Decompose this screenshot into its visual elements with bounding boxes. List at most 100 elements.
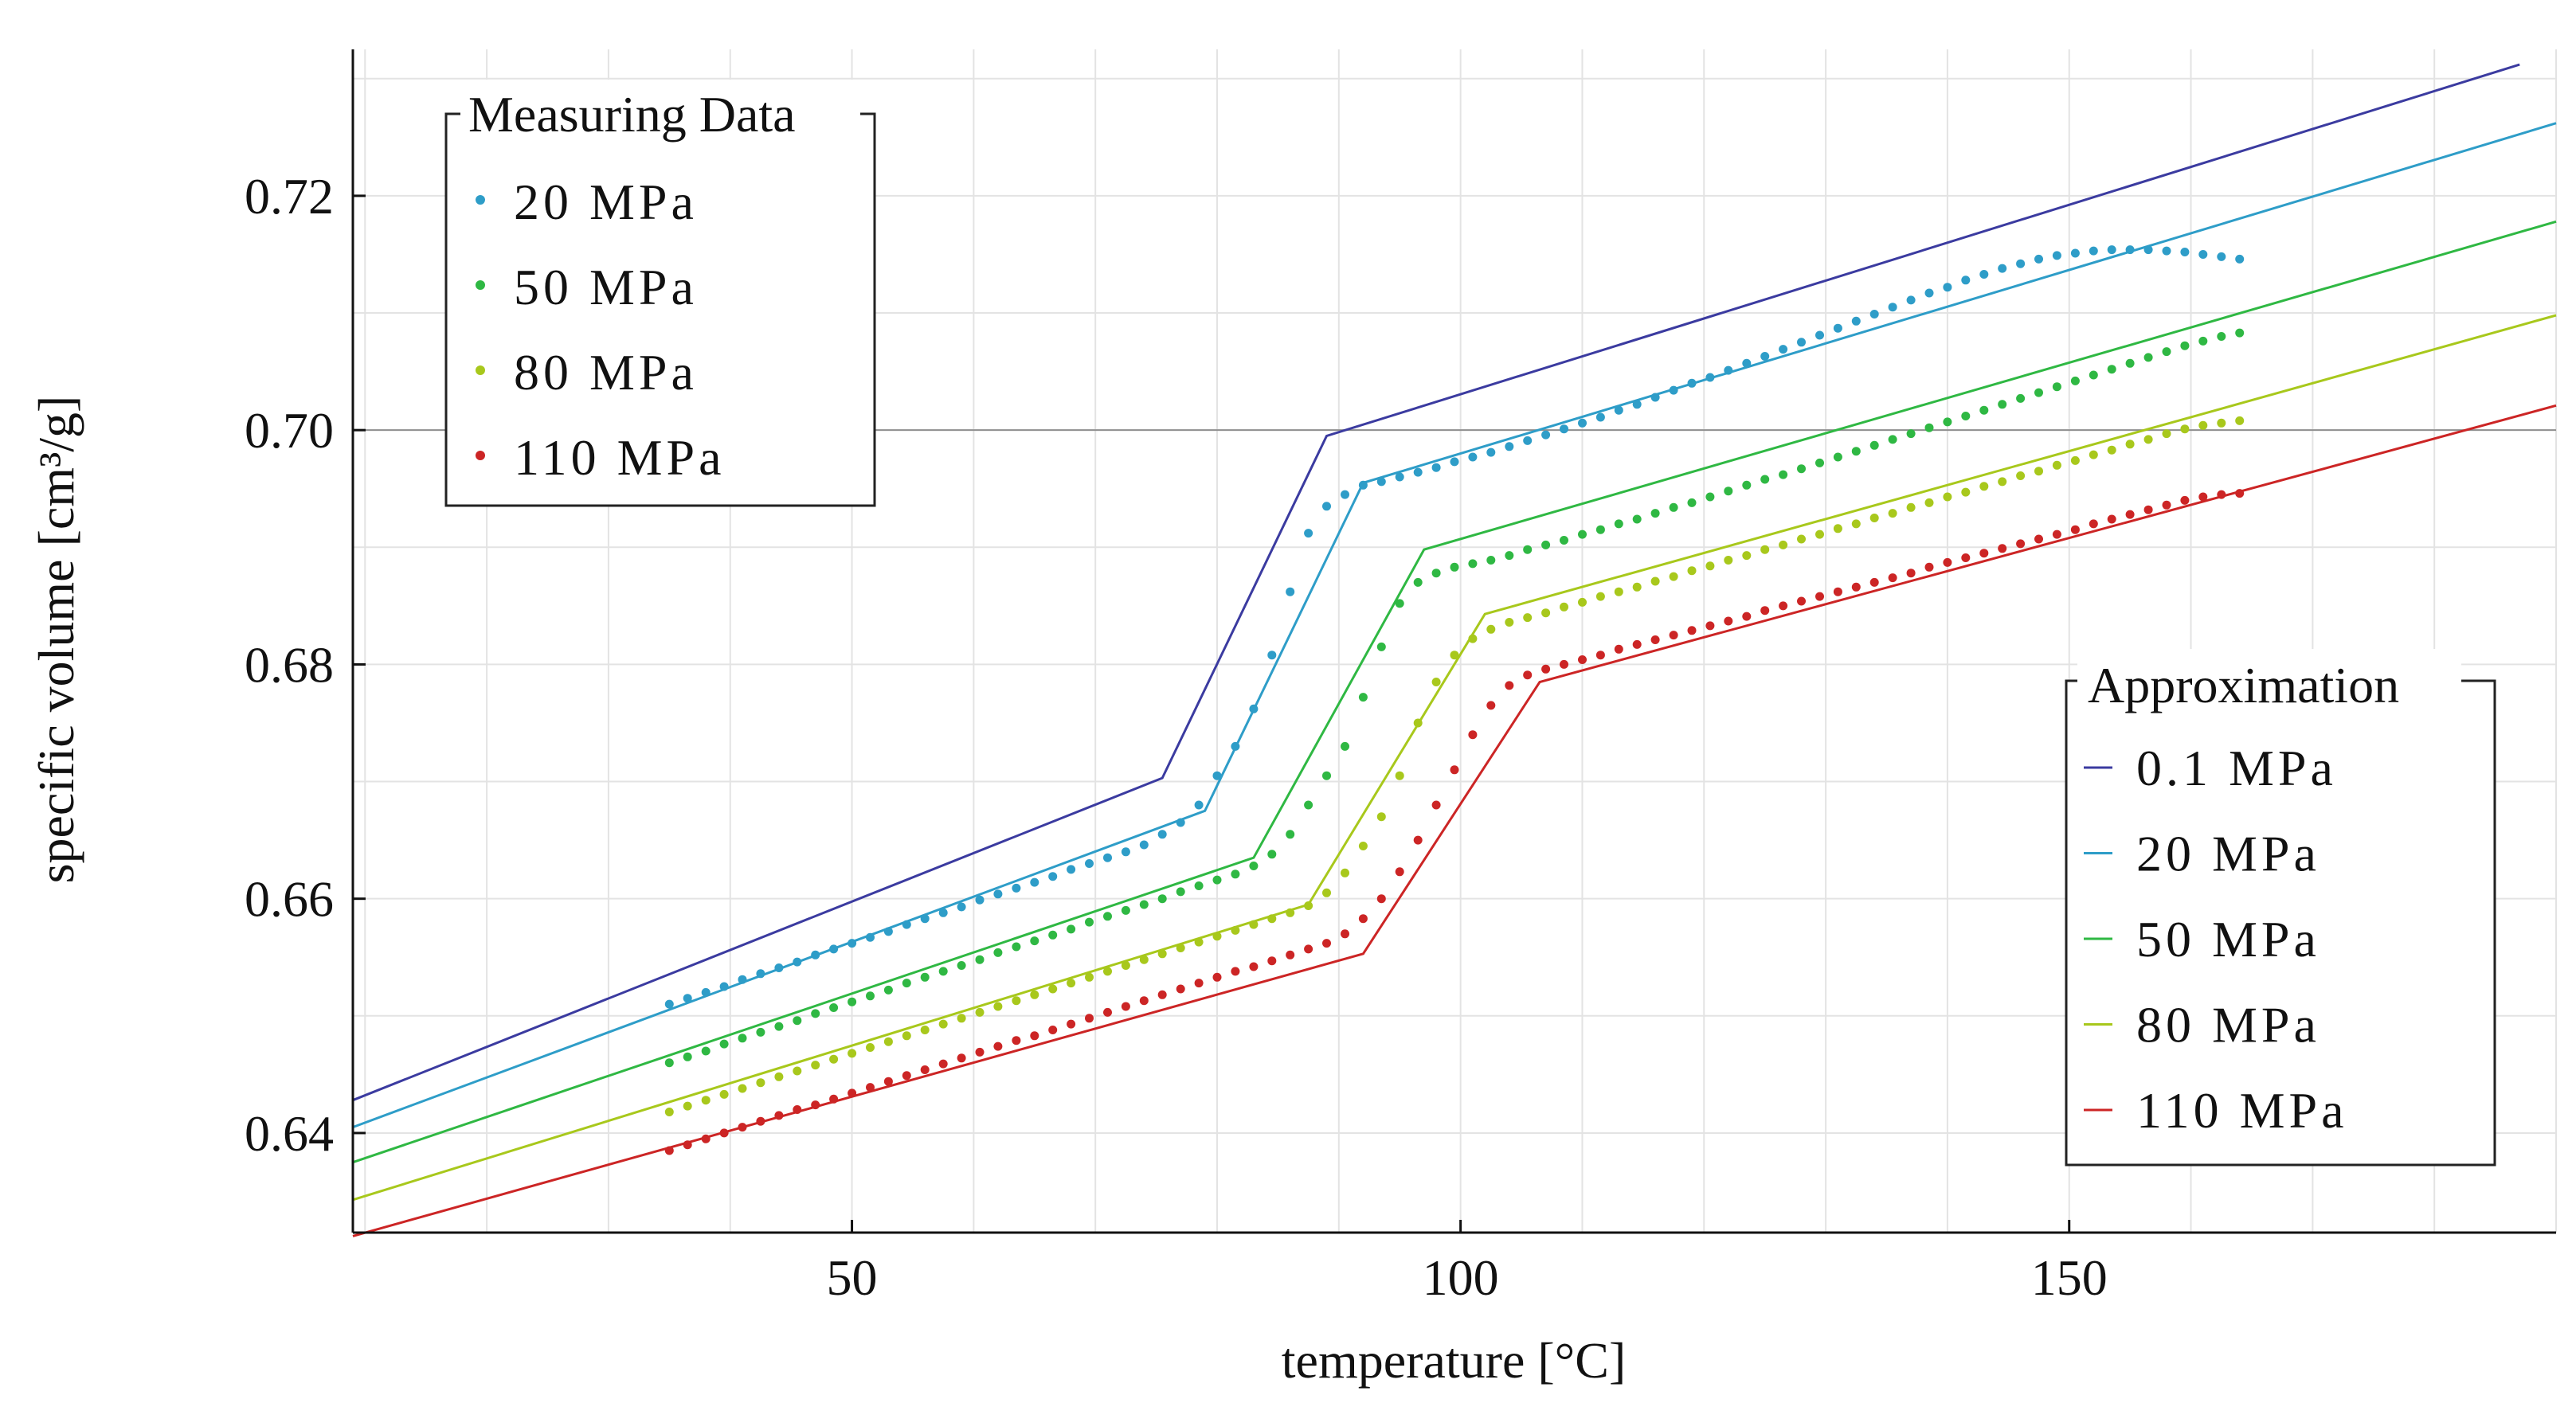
data-point <box>1085 859 1094 868</box>
data-point <box>2235 416 2245 425</box>
data-point <box>1067 979 1076 988</box>
data-point <box>1687 498 1697 507</box>
data-point <box>1286 830 1295 839</box>
data-point <box>2107 365 2116 374</box>
data-point <box>975 1047 985 1057</box>
data-point <box>1505 681 1514 690</box>
data-point <box>1341 929 1349 939</box>
data-point <box>938 967 948 976</box>
data-point <box>1669 631 1678 640</box>
data-point <box>1012 883 1021 893</box>
data-point <box>1304 901 1313 910</box>
data-point <box>2034 254 2043 264</box>
data-point <box>1578 655 1587 664</box>
data-point <box>2143 245 2153 255</box>
data-point <box>1669 572 1678 581</box>
data-point <box>1358 914 1368 924</box>
legend-label: 80 MPa <box>514 344 698 401</box>
data-point <box>1595 651 1605 660</box>
legend-label: 50 MPa <box>514 259 698 315</box>
data-point <box>2107 445 2116 455</box>
data-point <box>1176 818 1185 827</box>
data-point <box>1395 599 1404 608</box>
data-point <box>1376 894 1386 904</box>
data-point <box>664 1146 674 1155</box>
data-point <box>793 1016 802 1026</box>
data-point <box>2052 382 2061 392</box>
legend-marker <box>476 365 485 375</box>
data-point <box>2198 336 2208 346</box>
data-point <box>1943 283 1952 292</box>
data-point <box>1760 475 1770 484</box>
approximation-line <box>352 63 2520 1102</box>
data-point <box>1779 345 1788 354</box>
data-point <box>1249 920 1259 929</box>
data-point <box>1322 771 1331 780</box>
data-point <box>1650 393 1660 402</box>
data-point <box>1431 800 1441 810</box>
data-point <box>848 939 857 948</box>
data-point <box>1304 800 1313 810</box>
legend-label: 80 MPa <box>2136 997 2320 1053</box>
data-point <box>2089 450 2098 459</box>
data-point <box>2143 505 2153 514</box>
data-point <box>1450 651 1459 660</box>
data-point <box>848 1088 857 1098</box>
data-point <box>2125 440 2135 449</box>
data-point <box>701 1096 711 1105</box>
data-point <box>1450 457 1459 467</box>
data-point <box>1724 365 1733 375</box>
data-point <box>2125 510 2135 519</box>
data-point <box>1961 412 1971 420</box>
data-point <box>2016 393 2026 403</box>
data-point <box>719 1089 729 1099</box>
data-point <box>1560 424 1568 434</box>
data-point <box>2016 471 2026 480</box>
data-point <box>1431 463 1441 472</box>
data-point <box>1742 551 1752 561</box>
data-point <box>1486 556 1496 565</box>
data-point <box>957 1014 966 1023</box>
data-point <box>993 1002 1003 1011</box>
data-point <box>756 969 765 979</box>
legend-title: Approximation <box>2088 657 2399 713</box>
data-point <box>756 1116 765 1126</box>
data-point <box>774 1072 784 1081</box>
data-point <box>664 1058 674 1068</box>
data-point <box>975 955 985 964</box>
data-point <box>1833 452 1842 462</box>
data-point <box>1961 487 1971 497</box>
data-point <box>793 957 802 967</box>
data-point <box>774 1111 784 1120</box>
data-point <box>1103 853 1112 862</box>
data-point <box>2162 500 2171 510</box>
data-point <box>683 1101 692 1111</box>
data-point <box>957 902 966 912</box>
data-point <box>1632 639 1642 649</box>
data-point <box>1231 870 1240 879</box>
data-point <box>738 975 747 984</box>
data-point <box>1614 587 1623 596</box>
legend-title-backdrop <box>2077 649 2461 716</box>
data-point <box>1797 534 1806 544</box>
y-tick-label: 0.72 <box>245 168 334 225</box>
data-point <box>664 1108 674 1116</box>
data-point <box>1797 338 1806 347</box>
data-point <box>738 1084 747 1093</box>
legend-label: 20 MPa <box>2136 826 2320 882</box>
data-point <box>1231 925 1240 935</box>
data-point <box>1304 529 1313 538</box>
data-point <box>2180 341 2190 350</box>
data-point <box>829 1054 839 1064</box>
data-point <box>1578 530 1587 539</box>
data-point <box>1797 464 1806 474</box>
data-point <box>2125 358 2135 368</box>
data-point <box>1121 1002 1130 1011</box>
data-point <box>1395 867 1404 877</box>
data-point <box>2143 353 2153 362</box>
data-point <box>1815 330 1824 340</box>
data-point <box>1212 875 1222 885</box>
data-point <box>1048 872 1058 881</box>
data-point <box>1851 316 1861 326</box>
